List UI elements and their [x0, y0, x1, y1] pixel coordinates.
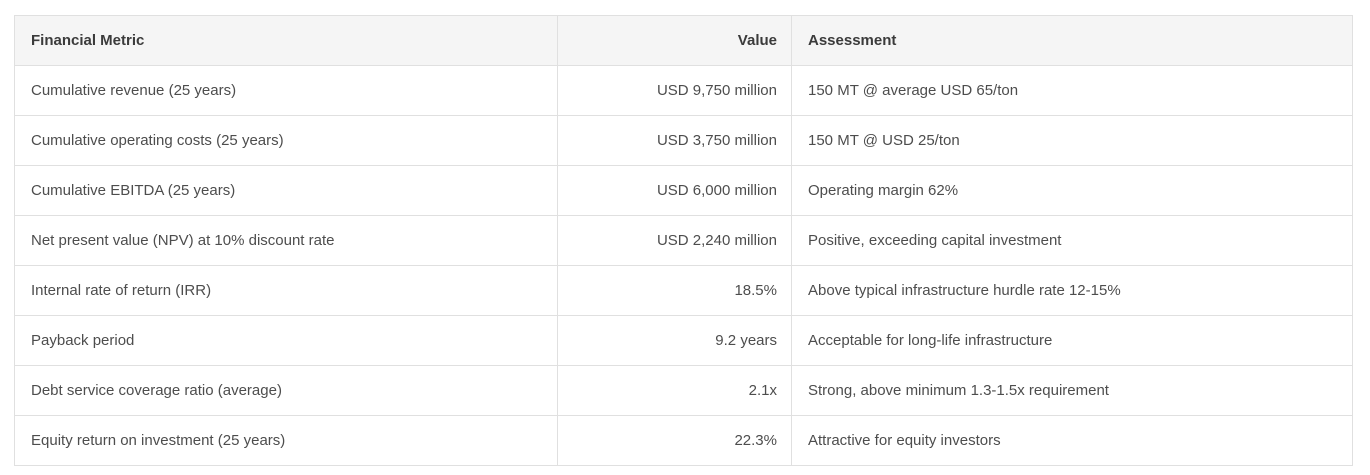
assessment-cell: Strong, above minimum 1.3-1.5x requireme…: [791, 365, 1353, 416]
value-cell: 18.5%: [557, 265, 792, 316]
table-row: Payback period 9.2 years Acceptable for …: [14, 315, 1353, 366]
metric-cell: Cumulative revenue (25 years): [14, 65, 558, 116]
assessment-cell: Acceptable for long-life infrastructure: [791, 315, 1353, 366]
header-row: Financial Metric Value Assessment: [14, 15, 1353, 66]
table-row: Equity return on investment (25 years) 2…: [14, 415, 1353, 466]
metric-cell: Net present value (NPV) at 10% discount …: [14, 215, 558, 266]
table-row: Internal rate of return (IRR) 18.5% Abov…: [14, 265, 1353, 316]
assessment-cell: Attractive for equity investors: [791, 415, 1353, 466]
metric-cell: Debt service coverage ratio (average): [14, 365, 558, 416]
assessment-cell: 150 MT @ average USD 65/ton: [791, 65, 1353, 116]
table-row: Net present value (NPV) at 10% discount …: [14, 215, 1353, 266]
value-cell: 9.2 years: [557, 315, 792, 366]
table-row: Cumulative EBITDA (25 years) USD 6,000 m…: [14, 165, 1353, 216]
value-cell: 2.1x: [557, 365, 792, 416]
value-cell: USD 9,750 million: [557, 65, 792, 116]
table-row: Cumulative operating costs (25 years) US…: [14, 115, 1353, 166]
value-cell: 22.3%: [557, 415, 792, 466]
assessment-cell: 150 MT @ USD 25/ton: [791, 115, 1353, 166]
metric-cell: Cumulative EBITDA (25 years): [14, 165, 558, 216]
assessment-cell: Above typical infrastructure hurdle rate…: [791, 265, 1353, 316]
value-cell: USD 3,750 million: [557, 115, 792, 166]
metric-cell: Cumulative operating costs (25 years): [14, 115, 558, 166]
table-row: Cumulative revenue (25 years) USD 9,750 …: [14, 65, 1353, 116]
value-cell: USD 6,000 million: [557, 165, 792, 216]
assessment-cell: Operating margin 62%: [791, 165, 1353, 216]
value-cell: USD 2,240 million: [557, 215, 792, 266]
metric-cell: Internal rate of return (IRR): [14, 265, 558, 316]
column-header-financial-metric: Financial Metric: [14, 15, 558, 66]
column-header-value: Value: [557, 15, 792, 66]
table-row: Debt service coverage ratio (average) 2.…: [14, 365, 1353, 416]
metric-cell: Payback period: [14, 315, 558, 366]
financial-metrics-table: Financial Metric Value Assessment Cumula…: [14, 15, 1353, 466]
column-header-assessment: Assessment: [791, 15, 1353, 66]
metric-cell: Equity return on investment (25 years): [14, 415, 558, 466]
assessment-cell: Positive, exceeding capital investment: [791, 215, 1353, 266]
